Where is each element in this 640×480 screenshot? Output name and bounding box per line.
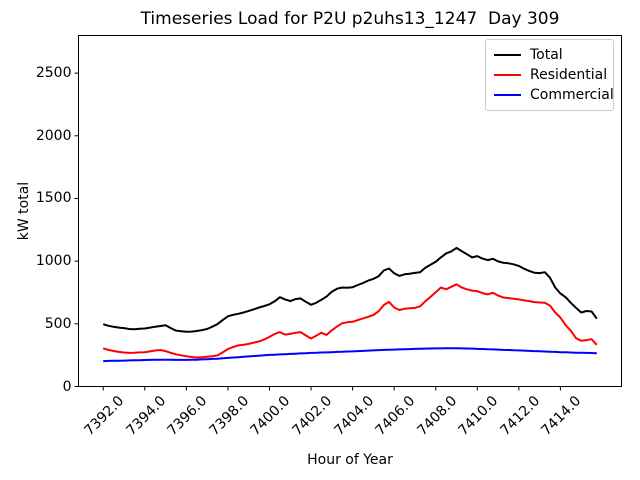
y-tick-label: 1500 [35,190,72,207]
chart-title: Timeseries Load for P2U p2uhs13_1247 Day… [140,9,560,29]
y-tick-label: 500 [44,315,72,332]
series-line-commercial [103,347,597,363]
x-axis-label: Hour of Year [307,452,393,468]
legend-line-residential-icon [494,74,521,76]
legend-label-commercial: Commercial [530,87,614,103]
legend: Total Residential Commercial [485,39,614,111]
legend-label-residential: Residential [530,67,608,83]
y-tick-label: 2000 [35,127,72,144]
axes-border [78,35,622,387]
series-line-total [102,246,598,333]
legend-label-total: Total [530,47,563,63]
y-tick-label: 1000 [35,253,72,270]
legend-entry-total: Total [494,45,605,65]
legend-entry-commercial: Commercial [494,85,614,105]
series-line-residential [102,283,598,359]
legend-entry-residential: Residential [494,65,608,85]
y-tick-label: 2500 [35,65,72,82]
legend-line-total-icon [494,54,521,56]
legend-line-commercial-icon [494,94,521,96]
y-tick-label: 0 [62,378,72,395]
